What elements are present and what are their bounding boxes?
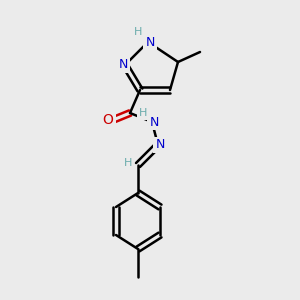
Text: N: N [149, 116, 159, 128]
Text: H: H [134, 27, 142, 37]
Text: O: O [103, 113, 113, 127]
Text: N: N [155, 139, 165, 152]
Text: N: N [145, 35, 155, 49]
Text: N: N [118, 58, 128, 71]
Text: H: H [139, 108, 147, 118]
Text: H: H [124, 158, 132, 168]
